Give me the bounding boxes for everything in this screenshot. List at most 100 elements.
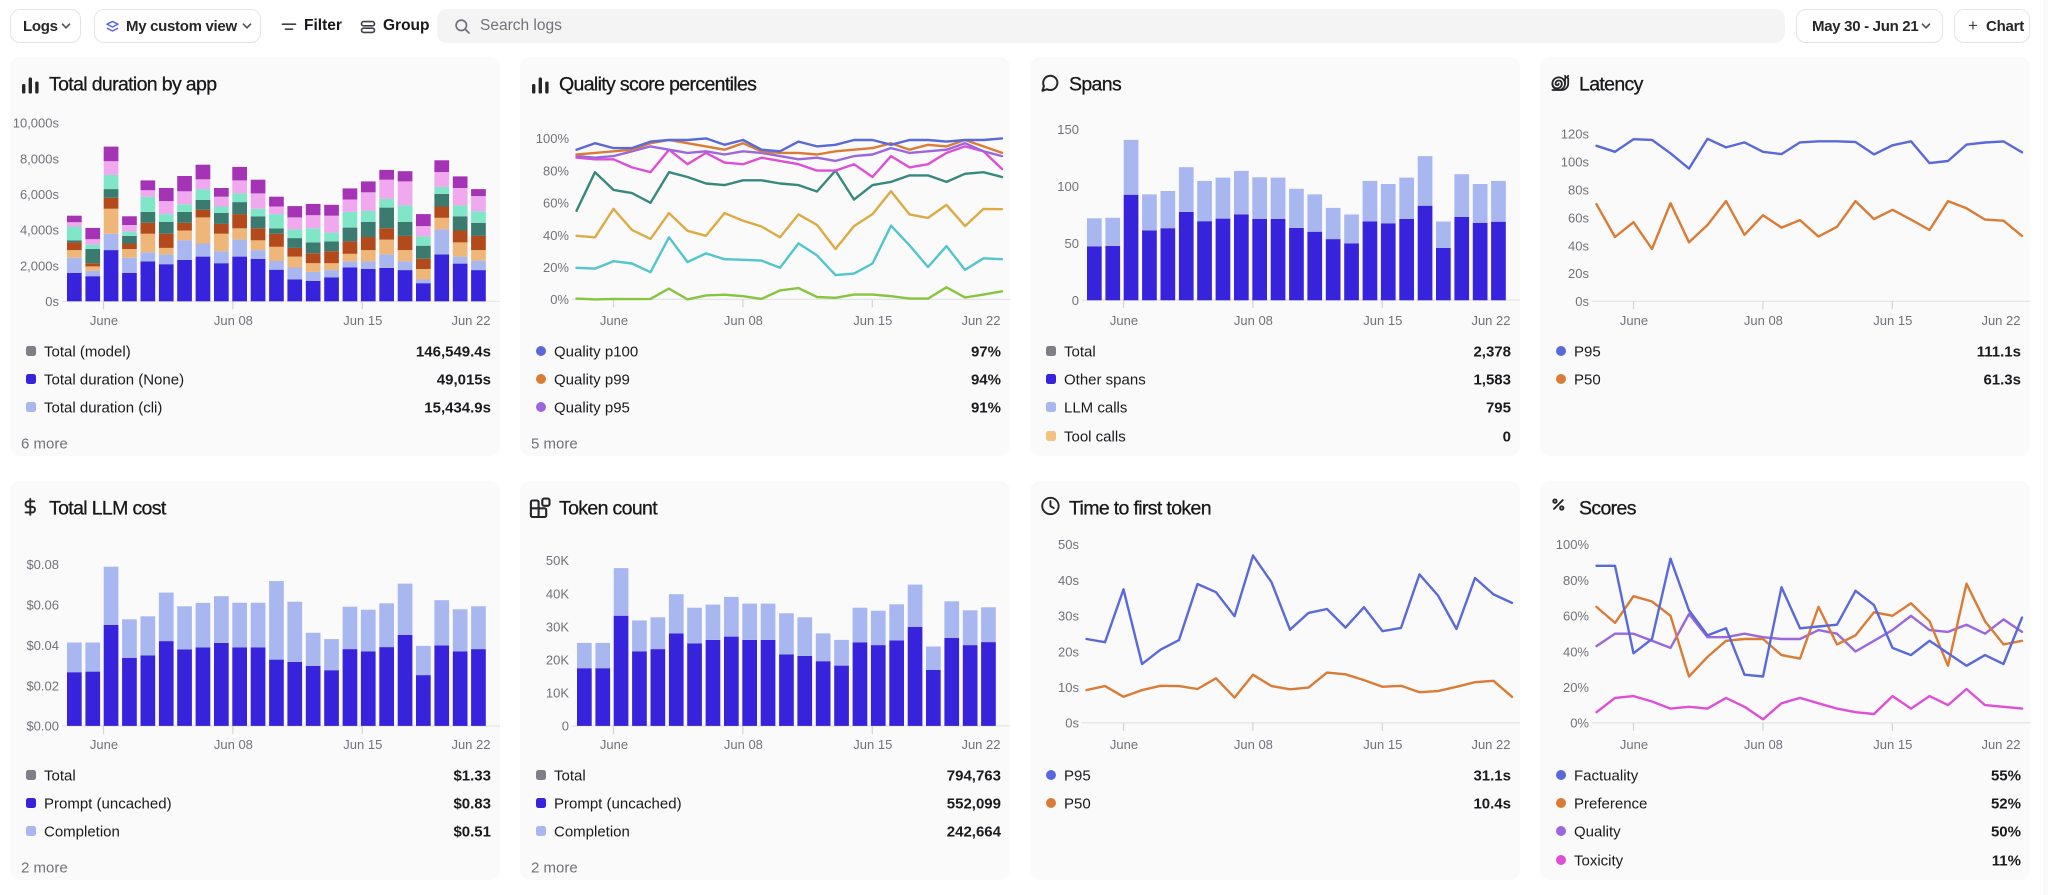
- svg-text:40%: 40%: [543, 228, 569, 243]
- svg-text:0: 0: [1072, 293, 1079, 308]
- svg-text:$1.33: $1.33: [453, 768, 491, 785]
- svg-text:June: June: [1620, 737, 1648, 752]
- svg-text:0s: 0s: [1575, 294, 1589, 309]
- svg-text:Total duration (cli): Total duration (cli): [44, 400, 162, 417]
- svg-text:50%: 50%: [1991, 824, 2021, 841]
- svg-text:91%: 91%: [971, 400, 1001, 417]
- svg-text:6,000s: 6,000s: [20, 187, 60, 202]
- svg-text:30s: 30s: [1058, 609, 1079, 624]
- svg-text:Jun 22: Jun 22: [961, 737, 1000, 752]
- svg-text:Jun 08: Jun 08: [1234, 737, 1273, 752]
- svg-text:Total (model): Total (model): [44, 344, 131, 361]
- svg-text:Quality score percentiles: Quality score percentiles: [559, 74, 757, 96]
- svg-text:50s: 50s: [1058, 537, 1079, 552]
- svg-text:June: June: [90, 313, 118, 328]
- svg-text:Total LLM cost: Total LLM cost: [49, 498, 167, 520]
- svg-text:June: June: [1110, 313, 1138, 328]
- svg-text:10.4s: 10.4s: [1473, 796, 1511, 813]
- svg-text:50K: 50K: [546, 553, 569, 568]
- svg-text:Scores: Scores: [1579, 498, 1637, 520]
- svg-text:120s: 120s: [1561, 127, 1590, 142]
- svg-text:11%: 11%: [1992, 853, 2021, 870]
- svg-text:146,549.4s: 146,549.4s: [416, 344, 491, 361]
- svg-text:P95: P95: [1574, 344, 1601, 361]
- svg-text:Other spans: Other spans: [1064, 372, 1146, 389]
- svg-text:Token count: Token count: [559, 498, 658, 520]
- svg-text:80%: 80%: [543, 163, 569, 178]
- svg-text:Jun 15: Jun 15: [1363, 737, 1402, 752]
- svg-text:4,000s: 4,000s: [20, 223, 60, 238]
- svg-text:$0.51: $0.51: [453, 824, 491, 841]
- svg-text:Factuality: Factuality: [1574, 768, 1639, 785]
- svg-text:20%: 20%: [1563, 680, 1589, 695]
- svg-text:40K: 40K: [546, 586, 569, 601]
- svg-text:20s: 20s: [1058, 644, 1079, 659]
- svg-text:0%: 0%: [550, 292, 569, 307]
- svg-text:Tool calls: Tool calls: [1064, 429, 1126, 446]
- svg-text:50: 50: [1065, 236, 1079, 251]
- svg-text:6 more: 6 more: [21, 435, 68, 452]
- svg-text:P50: P50: [1574, 372, 1601, 389]
- svg-text:Jun 08: Jun 08: [1744, 313, 1783, 328]
- svg-text:Jun 08: Jun 08: [724, 313, 763, 328]
- svg-text:100%: 100%: [536, 131, 570, 146]
- svg-text:111.1s: 111.1s: [1977, 344, 2021, 361]
- svg-text:Quality p95: Quality p95: [554, 400, 630, 417]
- svg-text:10,000s: 10,000s: [13, 116, 60, 131]
- svg-text:1,583: 1,583: [1473, 372, 1511, 389]
- svg-text:2,000s: 2,000s: [20, 258, 60, 273]
- svg-text:Total duration (None): Total duration (None): [44, 372, 184, 389]
- svg-text:Jun 15: Jun 15: [853, 737, 892, 752]
- svg-text:55%: 55%: [1991, 768, 2021, 785]
- svg-text:2,378: 2,378: [1473, 344, 1511, 361]
- svg-text:100%: 100%: [1556, 537, 1590, 552]
- svg-text:80s: 80s: [1568, 183, 1589, 198]
- svg-text:94%: 94%: [971, 372, 1001, 389]
- svg-text:$0.02: $0.02: [26, 678, 59, 693]
- svg-text:Jun 22: Jun 22: [451, 737, 490, 752]
- svg-text:June: June: [600, 737, 628, 752]
- svg-text:Jun 22: Jun 22: [1981, 313, 2020, 328]
- svg-text:0: 0: [562, 719, 569, 734]
- svg-text:61.3s: 61.3s: [1983, 372, 2021, 389]
- svg-text:0%: 0%: [1570, 716, 1589, 731]
- svg-text:Jun 22: Jun 22: [961, 313, 1000, 328]
- svg-text:242,664: 242,664: [947, 824, 1002, 841]
- svg-text:20s: 20s: [1568, 266, 1589, 281]
- svg-text:20K: 20K: [546, 653, 569, 668]
- svg-text:0s: 0s: [45, 294, 59, 309]
- svg-text:40s: 40s: [1568, 238, 1589, 253]
- svg-text:$0.00: $0.00: [26, 719, 59, 734]
- svg-text:$0.08: $0.08: [26, 557, 59, 572]
- svg-text:Time to first token: Time to first token: [1069, 498, 1211, 520]
- svg-text:Total duration by app: Total duration by app: [49, 74, 217, 96]
- svg-text:795: 795: [1486, 400, 1511, 417]
- svg-text:150: 150: [1057, 122, 1079, 137]
- svg-text:2 more: 2 more: [531, 859, 578, 876]
- svg-text:P95: P95: [1064, 768, 1091, 785]
- svg-text:Jun 22: Jun 22: [1471, 737, 1510, 752]
- svg-text:100s: 100s: [1561, 155, 1590, 170]
- svg-text:Jun 22: Jun 22: [451, 313, 490, 328]
- svg-text:60s: 60s: [1568, 210, 1589, 225]
- svg-text:Jun 22: Jun 22: [1981, 737, 2020, 752]
- svg-text:Toxicity: Toxicity: [1574, 853, 1624, 870]
- svg-text:Total: Total: [44, 768, 76, 785]
- svg-text:Jun 15: Jun 15: [1873, 313, 1912, 328]
- svg-text:P50: P50: [1064, 796, 1091, 813]
- svg-text:June: June: [90, 737, 118, 752]
- svg-text:Completion: Completion: [44, 824, 120, 841]
- svg-text:June: June: [600, 313, 628, 328]
- svg-text:49,015s: 49,015s: [437, 372, 491, 389]
- svg-text:0s: 0s: [1065, 716, 1079, 731]
- svg-text:Total: Total: [1064, 344, 1096, 361]
- svg-text:June: June: [1110, 737, 1138, 752]
- svg-text:Preference: Preference: [1574, 796, 1647, 813]
- svg-text:Jun 15: Jun 15: [343, 737, 382, 752]
- svg-text:Jun 15: Jun 15: [853, 313, 892, 328]
- svg-text:20%: 20%: [543, 260, 569, 275]
- svg-text:Quality p99: Quality p99: [554, 372, 630, 389]
- svg-text:Jun 08: Jun 08: [214, 313, 253, 328]
- svg-text:Spans: Spans: [1069, 74, 1122, 96]
- svg-text:Total: Total: [554, 768, 586, 785]
